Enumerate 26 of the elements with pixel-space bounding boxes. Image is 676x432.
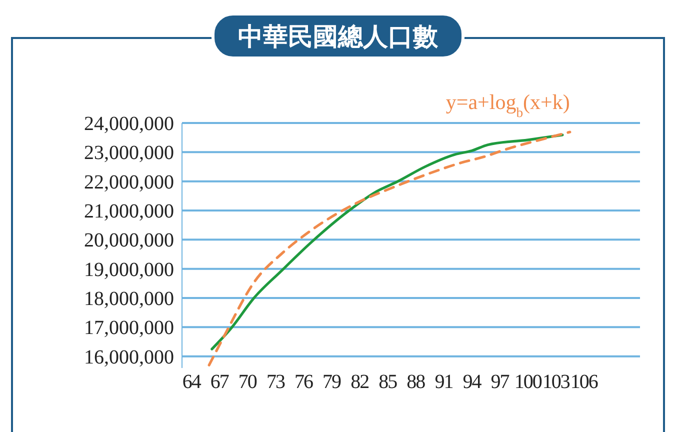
x-tick-label: 94 — [462, 371, 482, 393]
y-tick-label: 18,000,000 — [84, 288, 174, 310]
x-tick-label: 79 — [322, 371, 342, 393]
y-tick-label: 20,000,000 — [84, 230, 174, 252]
x-tick-label: 67 — [210, 371, 230, 393]
x-tick-label: 64 — [182, 371, 202, 393]
chart-title: 中華民國總人口數 — [238, 22, 439, 51]
y-tick-label: 17,000,000 — [84, 317, 174, 340]
x-tick-label: 97 — [490, 371, 510, 393]
x-tick-label: 103 — [542, 371, 570, 393]
x-tick-label: 70 — [238, 371, 258, 393]
series-label: y=a+log$_{b}$(x+k) — [446, 90, 570, 120]
x-tick-label: 100 — [514, 371, 542, 393]
x-tick-label: 106 — [570, 371, 598, 393]
y-tick-label: 19,000,000 — [84, 258, 174, 281]
y-tick-label: 24,000,000 — [84, 113, 174, 135]
y-tick-label: 16,000,000 — [84, 346, 174, 368]
y-tick-label: 21,000,000 — [84, 200, 174, 222]
x-tick-label: 88 — [406, 371, 426, 393]
x-tick-label: 85 — [378, 371, 398, 393]
x-tick-label: 76 — [294, 371, 314, 393]
x-tick-label: 91 — [434, 371, 453, 393]
x-tick-label: 82 — [350, 371, 369, 393]
y-tick-label: 22,000,000 — [84, 171, 174, 194]
y-tick-label: 23,000,000 — [84, 142, 174, 164]
x-tick-label: 73 — [266, 371, 286, 393]
